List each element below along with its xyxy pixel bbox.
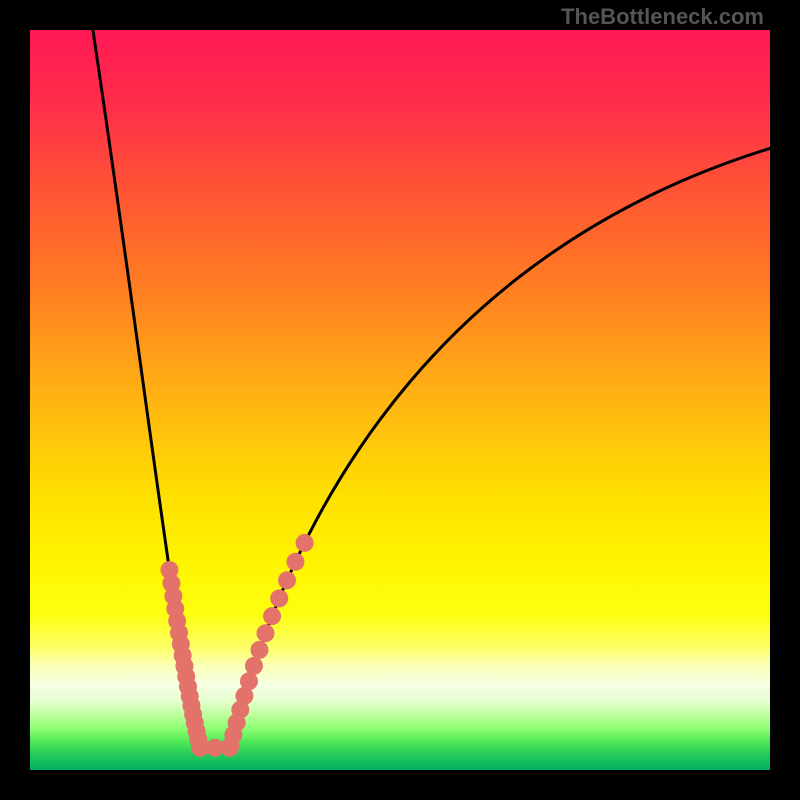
chart-canvas: TheBottleneck.com [0, 0, 800, 800]
watermark-text: TheBottleneck.com [561, 4, 764, 30]
chart-svg [0, 0, 800, 800]
